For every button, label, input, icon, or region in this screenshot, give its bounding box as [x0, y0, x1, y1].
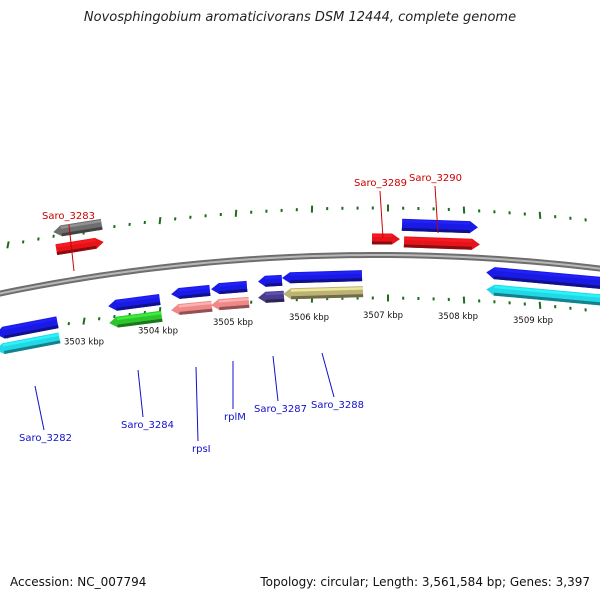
gene-highlight	[178, 301, 212, 308]
gene-highlight	[264, 275, 282, 280]
gene-glyph-saro-3284-cds[interactable]	[109, 310, 163, 329]
gene-highlight	[402, 219, 471, 225]
upper-scale-tick	[6, 241, 10, 249]
gene-label: rplM	[224, 412, 246, 423]
gene-glyph-saro-3287-cds[interactable]	[258, 290, 285, 303]
gene-label: Saro_3284	[121, 420, 174, 431]
gene-shadow	[117, 318, 163, 328]
gene-glyph-rplM[interactable]	[211, 280, 248, 295]
gene-glyph-saro-3288-cds[interactable]	[283, 286, 364, 300]
gene-shadow	[3, 340, 61, 355]
gene-highlight	[494, 285, 600, 299]
gene-glyph-saro-3282[interactable]	[0, 316, 59, 340]
gene-highlight	[494, 268, 600, 281]
gene-highlight	[60, 219, 102, 229]
scale-label: 3509 kbp	[513, 316, 553, 326]
callout-line	[137, 369, 144, 418]
scale-label: 3507 kbp	[363, 311, 403, 321]
gene-highlight	[115, 295, 160, 304]
scale-label: 3508 kbp	[438, 312, 478, 322]
scale-label: 3503 kbp	[64, 337, 104, 347]
gene-glyph-saro-3289[interactable]	[371, 233, 400, 245]
gene-highlight	[116, 311, 162, 321]
map-title: Novosphingobium aromaticivorans DSM 1244…	[83, 10, 517, 25]
genome-backbone-highlight	[0, 253, 600, 295]
scale-label: 3504 kbp	[138, 326, 178, 336]
gene-shadow	[179, 292, 211, 299]
gene-shadow	[290, 278, 363, 284]
gene-glyph-saro-3283[interactable]	[52, 218, 103, 238]
gene-highlight	[289, 271, 362, 276]
scale-label: 3505 kbp	[213, 318, 253, 328]
callout-line	[434, 185, 439, 234]
gene-highlight	[178, 285, 210, 292]
scale-label: 3506 kbp	[289, 313, 329, 323]
callout-line	[379, 190, 384, 239]
gene-label: Saro_3287	[254, 404, 307, 415]
gene-highlight	[290, 287, 363, 292]
gene-shadow	[371, 241, 392, 245]
callout-line	[34, 385, 45, 431]
gene-shadow	[179, 308, 213, 315]
gene-shadow	[3, 325, 59, 339]
gene-label: Saro_3290	[409, 173, 462, 184]
gene-highlight	[2, 317, 57, 331]
gene-highlight	[218, 281, 247, 287]
gene-glyph-saro-3291[interactable]	[486, 266, 600, 290]
gene-glyph-saro-3288[interactable]	[282, 270, 363, 284]
lower-scale-tick	[82, 317, 86, 325]
gene-glyph-saro-3290[interactable]	[401, 218, 478, 234]
upper-scale-tick	[52, 234, 55, 238]
gene-highlight	[55, 238, 96, 248]
lower-scale-tick	[538, 301, 542, 309]
gene-shadow	[265, 298, 285, 303]
callout-line	[68, 224, 75, 272]
gene-glyph-rplM-cds[interactable]	[211, 296, 250, 311]
callout-line	[272, 355, 279, 402]
gene-shadow	[265, 282, 283, 287]
callout-line	[321, 352, 335, 398]
gene-highlight	[404, 237, 473, 243]
gene-shadow	[403, 244, 472, 250]
gene-shadow	[493, 276, 600, 290]
upper-scale-tick	[158, 216, 162, 225]
gene-shadow	[61, 226, 103, 237]
gene-highlight	[218, 297, 249, 303]
gene-glyph-saro-3290-cds[interactable]	[403, 236, 480, 250]
gene-shadow	[56, 245, 97, 256]
gene-glyph-saro-3283-cds[interactable]	[55, 237, 104, 256]
gene-highlight	[265, 291, 284, 296]
gene-shadow	[219, 304, 250, 311]
gene-glyph-saro-3287[interactable]	[258, 274, 283, 287]
gene-highlight	[2, 333, 60, 347]
gene-shadow	[493, 292, 600, 306]
gene-label: rpsI	[192, 444, 211, 455]
upper-scale-tick	[234, 209, 238, 217]
gene-label: Saro_3283	[42, 211, 95, 222]
gene-glyph-saro-3284[interactable]	[108, 294, 161, 312]
upper-scale-tick	[21, 240, 25, 244]
gene-label: Saro_3282	[19, 433, 72, 444]
gene-shadow	[219, 288, 248, 295]
accession-label: Accession: NC_007794	[10, 575, 147, 589]
gene-shadow	[291, 294, 364, 300]
gene-label: Saro_3289	[354, 178, 407, 189]
gene-glyph-saro-3291-cds[interactable]	[486, 284, 600, 306]
gene-label: Saro_3288	[311, 400, 364, 411]
genome-summary: Topology: circular; Length: 3,561,584 bp…	[260, 575, 590, 589]
gene-shadow	[401, 227, 470, 234]
upper-scale-tick	[37, 237, 40, 241]
gene-highlight	[372, 234, 393, 238]
upper-scale-tick	[538, 211, 542, 219]
gene-glyph-rpsI-cds[interactable]	[171, 300, 213, 316]
gene-glyph-rpsI[interactable]	[171, 284, 211, 300]
gene-shadow	[116, 301, 161, 311]
gene-glyph-saro-3282-cds[interactable]	[0, 332, 61, 355]
callout-line	[195, 366, 199, 442]
